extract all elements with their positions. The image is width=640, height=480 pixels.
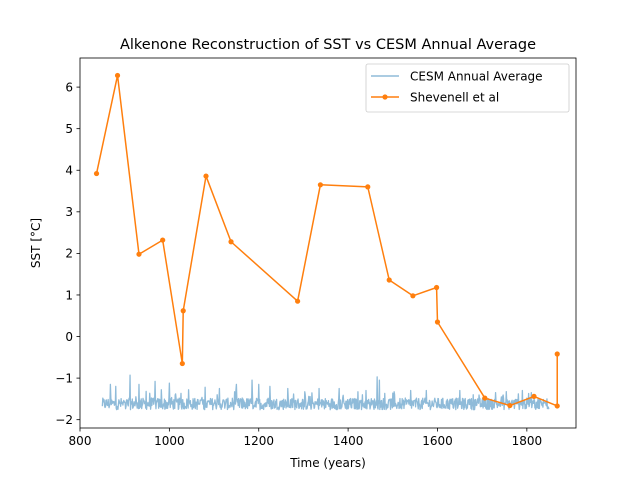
x-tick-label: 1800 (512, 434, 543, 448)
y-tick-label: 0 (65, 330, 73, 344)
shevenell-point (482, 395, 488, 401)
legend-marker-shevenell (382, 94, 388, 100)
chart-title: Alkenone Reconstruction of SST vs CESM A… (120, 37, 536, 53)
shevenell-point (554, 403, 560, 409)
y-tick-label: −2 (55, 413, 73, 427)
plot-area (93, 72, 560, 411)
x-tick-label: 1600 (422, 434, 453, 448)
shevenell-line (95, 74, 558, 407)
legend-box (365, 63, 570, 113)
axes-frame (79, 57, 577, 429)
y-tick-label: 2 (65, 247, 73, 261)
legend: CESM Annual Average Shevenell et al (365, 63, 570, 113)
x-tick-label: 1200 (243, 434, 274, 448)
x-tick-label: 1400 (333, 434, 364, 448)
y-tick-label: 4 (65, 164, 73, 178)
shevenell-point (433, 284, 440, 291)
x-tick-label: 800 (69, 434, 92, 448)
y-tick-label: 6 (65, 80, 73, 94)
shevenell-point (295, 298, 301, 304)
shevenell-point (386, 277, 392, 283)
shevenell-point (203, 173, 209, 179)
y-tick-label: −1 (55, 371, 73, 385)
y-axis-label: SST [°C] (29, 218, 43, 268)
shevenell-point (136, 251, 142, 257)
shevenell-point (434, 319, 441, 325)
legend-label-shevenell: Shevenell et al (410, 91, 499, 105)
y-axis: −2 −1 0 1 2 3 4 5 6 (55, 80, 80, 427)
cesm-series (101, 374, 550, 411)
shevenell-series (93, 72, 560, 409)
shevenell-point (228, 239, 234, 245)
y-tick-label: 3 (65, 205, 73, 219)
shevenell-point (114, 72, 121, 79)
shevenell-point (531, 393, 537, 399)
shevenell-point (180, 308, 186, 314)
shevenell-point (554, 351, 560, 357)
shevenell-point (365, 184, 371, 190)
shevenell-point (179, 360, 185, 367)
cesm-line (101, 374, 550, 411)
shevenell-point (317, 182, 323, 188)
shevenell-point (507, 402, 513, 409)
legend-label-cesm: CESM Annual Average (410, 70, 543, 84)
x-axis: 800 1000 1200 1400 1600 1800 (69, 428, 543, 448)
shevenell-point (160, 237, 166, 243)
shevenell-point (410, 293, 416, 299)
x-axis-label: Time (years) (289, 456, 366, 470)
y-tick-label: 5 (65, 122, 73, 136)
shevenell-point (93, 170, 100, 177)
y-tick-label: 1 (65, 288, 73, 302)
x-tick-label: 1000 (154, 434, 185, 448)
